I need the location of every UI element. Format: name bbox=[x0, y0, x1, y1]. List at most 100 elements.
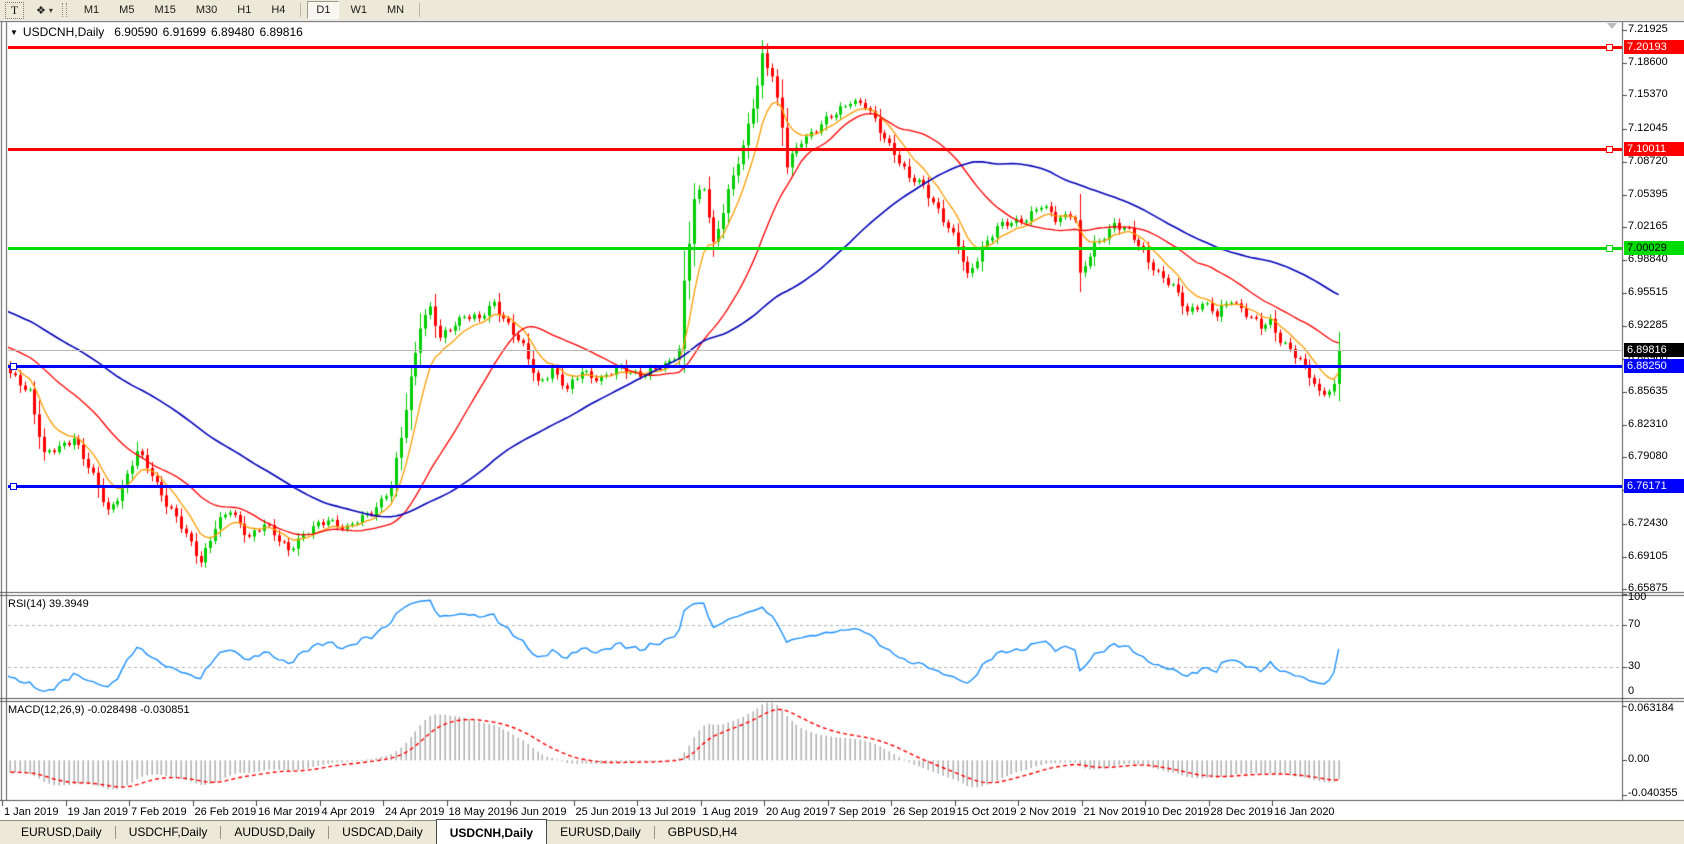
hline-price-label: 7.10011 bbox=[1624, 141, 1684, 156]
rsi-axis-label: 70 bbox=[1628, 618, 1641, 631]
time-axis-label: 19 Jan 2019 bbox=[67, 806, 129, 818]
hline-anchor[interactable] bbox=[1606, 44, 1613, 52]
symbol-tab-eurusd-daily[interactable]: EURUSD,Daily bbox=[560, 825, 641, 839]
symbol-tab-eurusd-daily[interactable]: EURUSD,Daily bbox=[21, 825, 102, 839]
symbol-tab-usdcnh-daily[interactable]: USDCNH,Daily bbox=[435, 819, 548, 844]
price-axis-tick: 7.02165 bbox=[1628, 220, 1668, 233]
time-axis-label: 6 Jun 2019 bbox=[512, 806, 567, 818]
time-axis-label: 7 Sep 2019 bbox=[829, 806, 886, 818]
ohlc-high: 6.91699 bbox=[162, 25, 207, 39]
price-axis-tick: 6.82310 bbox=[1628, 418, 1668, 431]
horizontal-line-7.00029[interactable] bbox=[8, 247, 1622, 251]
ohlc-open: 6.90590 bbox=[114, 25, 158, 39]
macd-axis-label: 0.00 bbox=[1628, 753, 1650, 766]
price-axis-tick: 7.21925 bbox=[1628, 23, 1668, 35]
price-axis-tick: 7.15370 bbox=[1628, 88, 1668, 101]
hline-anchor[interactable] bbox=[1606, 245, 1613, 253]
price-axis-tick: 6.85635 bbox=[1628, 384, 1668, 397]
price-axis-tick: 6.95515 bbox=[1628, 286, 1668, 299]
cursor-tool-icon: ❖ bbox=[36, 4, 46, 17]
hline-anchor[interactable] bbox=[10, 483, 17, 491]
toolbar-separator bbox=[300, 3, 302, 17]
timeframe-button-h1[interactable]: H1 bbox=[237, 4, 252, 16]
price-axis-tick: 6.92285 bbox=[1628, 318, 1668, 331]
macd-indicator-label: MACD(12,26,9) -0.028498 -0.030851 bbox=[8, 704, 190, 716]
time-axis-label: 1 Jan 2019 bbox=[4, 806, 59, 818]
symbol-tab-usdcad-daily[interactable]: USDCAD,Daily bbox=[342, 825, 423, 839]
rsi-axis-label: 100 bbox=[1628, 591, 1647, 603]
time-axis-label: 24 Apr 2019 bbox=[385, 806, 445, 818]
toolbar-separator bbox=[419, 3, 421, 17]
symbol-tab-audusd-daily[interactable]: AUDUSD,Daily bbox=[234, 825, 316, 839]
time-axis-label: 21 Nov 2019 bbox=[1083, 806, 1146, 818]
time-axis-label: 4 Apr 2019 bbox=[321, 806, 375, 818]
hline-price-label: 7.00029 bbox=[1624, 241, 1684, 256]
tab-separator bbox=[653, 826, 655, 839]
horizontal-line-7.20193[interactable] bbox=[8, 46, 1622, 50]
timeframe-button-m15[interactable]: M15 bbox=[154, 4, 176, 16]
timeframe-button-m1[interactable]: M1 bbox=[83, 4, 100, 16]
time-axis-label: 25 Jun 2019 bbox=[575, 806, 637, 818]
chart-symbol-title: USDCNH,Daily bbox=[22, 25, 105, 39]
time-axis-label: 13 Jul 2019 bbox=[639, 806, 696, 818]
timeframe-button-mn[interactable]: MN bbox=[386, 4, 405, 16]
price-axis-tick: 6.98840 bbox=[1628, 253, 1668, 266]
ohlc-close: 6.89816 bbox=[259, 25, 303, 39]
hline-price-label: 7.20193 bbox=[1624, 40, 1684, 55]
time-axis-label: 18 May 2019 bbox=[448, 806, 513, 818]
price-axis-tick: 6.79080 bbox=[1628, 450, 1668, 463]
chart-header: ▼ USDCNH,Daily 6.90590 6.91699 6.89480 6… bbox=[10, 25, 308, 39]
macd-axis-label: 0.063184 bbox=[1628, 702, 1674, 714]
timeframe-button-group: M1 M5 M15 M30 H1 H4 D1 W1 MN bbox=[74, 1, 425, 19]
timeframe-button-w1[interactable]: W1 bbox=[350, 4, 367, 16]
price-chart-canvas[interactable] bbox=[0, 20, 1684, 818]
time-axis-label: 20 Aug 2019 bbox=[766, 806, 828, 818]
current-price-line bbox=[8, 350, 1622, 352]
time-axis-label: 26 Sep 2019 bbox=[893, 806, 956, 818]
price-axis-tick: 7.12045 bbox=[1628, 121, 1668, 134]
time-axis-label: 10 Dec 2019 bbox=[1147, 806, 1210, 818]
rsi-axis-label: 30 bbox=[1628, 659, 1641, 672]
hline-price-label: 6.88250 bbox=[1624, 358, 1684, 373]
chevron-down-icon[interactable]: ▾ bbox=[48, 5, 53, 15]
symbol-dropdown-marker-icon[interactable]: ▼ bbox=[10, 27, 18, 37]
tab-separator bbox=[328, 826, 330, 839]
horizontal-line-6.88250[interactable] bbox=[8, 364, 1622, 368]
cursor-tool-button[interactable]: ❖ ▾ bbox=[36, 4, 53, 17]
time-axis-label: 16 Jan 2020 bbox=[1274, 806, 1335, 818]
toolbar: T ❖ ▾ M1 M5 M15 M30 H1 H4 D1 W1 MN bbox=[0, 0, 1684, 20]
time-axis-label: 7 Feb 2019 bbox=[131, 806, 187, 818]
price-axis-tick: 6.69105 bbox=[1628, 549, 1668, 562]
current-price-label: 6.89816 bbox=[1624, 343, 1684, 358]
rsi-indicator-label: RSI(14) 39.3949 bbox=[8, 598, 89, 610]
text-tool-button[interactable]: T bbox=[5, 1, 24, 19]
hline-price-label: 6.76171 bbox=[1624, 479, 1684, 494]
tab-separator bbox=[114, 826, 116, 839]
price-axis-tick: 7.18600 bbox=[1628, 56, 1668, 69]
timeframe-button-m5[interactable]: M5 bbox=[119, 4, 135, 16]
tab-separator bbox=[220, 826, 222, 839]
chart-tab-bar: EURUSD,Daily USDCHF,Daily AUDUSD,Daily USDC… bbox=[0, 819, 1684, 844]
rsi-axis-label: 0 bbox=[1628, 685, 1635, 697]
hline-anchor[interactable] bbox=[1606, 145, 1613, 153]
symbol-tab-usdchf-daily[interactable]: USDCHF,Daily bbox=[128, 825, 208, 839]
price-axis-tick: 6.65875 bbox=[1628, 582, 1668, 594]
price-axis-tick: 7.05395 bbox=[1628, 187, 1668, 200]
symbol-tab-gbpusd-h4[interactable]: GBPUSD,H4 bbox=[667, 825, 738, 839]
timeframe-button-h4[interactable]: H4 bbox=[271, 4, 286, 16]
time-axis-label: 2 Nov 2019 bbox=[1020, 806, 1077, 818]
time-axis-label: 16 Mar 2019 bbox=[258, 806, 320, 818]
hline-anchor[interactable] bbox=[10, 362, 17, 370]
timeframe-button-d1[interactable]: D1 bbox=[307, 1, 340, 19]
time-axis-label: 15 Oct 2019 bbox=[956, 806, 1017, 818]
horizontal-line-6.76171[interactable] bbox=[8, 485, 1622, 489]
price-axis-tick: 7.08720 bbox=[1628, 154, 1668, 167]
timeframe-button-m30[interactable]: M30 bbox=[195, 4, 218, 16]
toolbar-grip[interactable] bbox=[61, 3, 67, 17]
ohlc-low: 6.89480 bbox=[211, 25, 255, 39]
chart-shift-marker-icon[interactable] bbox=[1607, 23, 1617, 29]
time-axis-label: 28 Dec 2019 bbox=[1210, 806, 1273, 818]
macd-axis-label: -0.040355 bbox=[1628, 787, 1678, 799]
horizontal-line-7.10011[interactable] bbox=[8, 147, 1622, 151]
